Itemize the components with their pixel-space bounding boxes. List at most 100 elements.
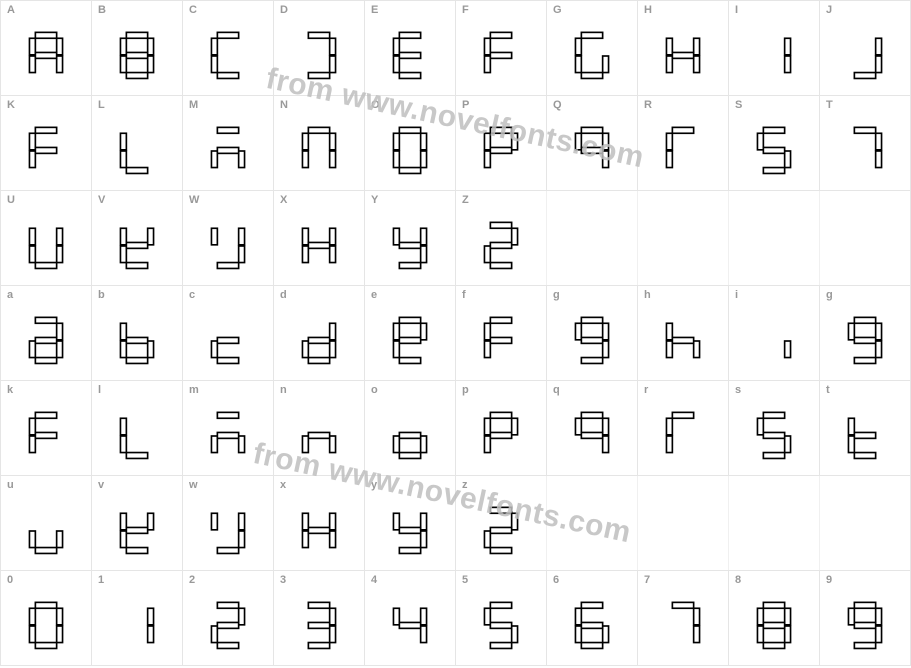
glyph xyxy=(7,20,85,91)
cell-label: h xyxy=(644,290,722,301)
cell-P: P xyxy=(455,96,546,190)
cell-label: i xyxy=(735,290,813,301)
glyph xyxy=(735,20,813,91)
cell-z: z xyxy=(455,476,546,570)
cell-0: 0 xyxy=(0,571,91,665)
glyph xyxy=(462,115,540,186)
cell-label: H xyxy=(644,5,722,16)
glyph xyxy=(371,400,449,471)
glyph xyxy=(826,20,904,91)
grid-row: KLMNOPQRST xyxy=(0,95,911,190)
glyph xyxy=(735,115,813,186)
cell-label: 0 xyxy=(7,575,85,586)
cell-U: U xyxy=(0,191,91,285)
cell-m: m xyxy=(182,381,273,475)
cell-B: B xyxy=(91,1,182,95)
glyph xyxy=(98,305,176,376)
cell-label: A xyxy=(7,5,85,16)
glyph xyxy=(371,20,449,91)
cell-empty xyxy=(728,191,819,285)
glyph xyxy=(98,495,176,566)
cell-empty xyxy=(546,476,637,570)
cell-7: 7 xyxy=(637,571,728,665)
glyph xyxy=(462,20,540,91)
cell-W: W xyxy=(182,191,273,285)
cell-S: S xyxy=(728,96,819,190)
cell-label: Z xyxy=(462,195,540,206)
cell-e: e xyxy=(364,286,455,380)
cell-label: 5 xyxy=(462,575,540,586)
grid-row: 0123456789 xyxy=(0,570,911,666)
cell-label: Y xyxy=(371,195,449,206)
glyph xyxy=(826,115,904,186)
cell-J: J xyxy=(819,1,911,95)
glyph xyxy=(826,400,904,471)
cell-label: z xyxy=(462,480,540,491)
cell-9: 9 xyxy=(819,571,911,665)
cell-t: t xyxy=(819,381,911,475)
glyph xyxy=(189,590,267,661)
cell-Y: Y xyxy=(364,191,455,285)
cell-label: M xyxy=(189,100,267,111)
glyph xyxy=(462,400,540,471)
cell-r: r xyxy=(637,381,728,475)
glyph xyxy=(553,20,631,91)
glyph xyxy=(189,400,267,471)
cell-empty xyxy=(637,476,728,570)
cell-q: q xyxy=(546,381,637,475)
glyph xyxy=(189,305,267,376)
glyph xyxy=(826,305,904,376)
glyph xyxy=(280,210,358,281)
glyph xyxy=(7,590,85,661)
cell-label: X xyxy=(280,195,358,206)
glyph xyxy=(371,495,449,566)
cell-label: U xyxy=(7,195,85,206)
cell-label: F xyxy=(462,5,540,16)
cell-V: V xyxy=(91,191,182,285)
cell-label: q xyxy=(553,385,631,396)
glyph xyxy=(735,305,813,376)
cell-u: u xyxy=(0,476,91,570)
glyph xyxy=(7,495,85,566)
cell-k: k xyxy=(0,381,91,475)
glyph xyxy=(280,115,358,186)
glyph xyxy=(98,115,176,186)
cell-E: E xyxy=(364,1,455,95)
glyph xyxy=(98,210,176,281)
glyph xyxy=(462,210,540,281)
cell-H: H xyxy=(637,1,728,95)
cell-D: D xyxy=(273,1,364,95)
grid-row: abcdefghig xyxy=(0,285,911,380)
glyph xyxy=(371,590,449,661)
cell-N: N xyxy=(273,96,364,190)
glyph xyxy=(735,400,813,471)
glyph xyxy=(189,495,267,566)
cell-x: x xyxy=(273,476,364,570)
cell-i: i xyxy=(728,286,819,380)
cell-label: R xyxy=(644,100,722,111)
cell-label: o xyxy=(371,385,449,396)
cell-p: p xyxy=(455,381,546,475)
glyph xyxy=(280,305,358,376)
glyph xyxy=(280,20,358,91)
cell-label: Q xyxy=(553,100,631,111)
glyph xyxy=(371,305,449,376)
cell-8: 8 xyxy=(728,571,819,665)
glyph xyxy=(7,115,85,186)
glyph xyxy=(189,115,267,186)
cell-label: s xyxy=(735,385,813,396)
glyph xyxy=(644,590,722,661)
glyph xyxy=(462,590,540,661)
cell-label: w xyxy=(189,480,267,491)
grid-row: UVWX Y Z xyxy=(0,190,911,285)
cell-o: o xyxy=(364,381,455,475)
cell-g: g xyxy=(819,286,911,380)
cell-3: 3 xyxy=(273,571,364,665)
cell-1: 1 xyxy=(91,571,182,665)
cell-label: a xyxy=(7,290,85,301)
cell-L: L xyxy=(91,96,182,190)
cell-label: u xyxy=(7,480,85,491)
cell-label: 9 xyxy=(826,575,904,586)
glyph xyxy=(553,400,631,471)
cell-label: 7 xyxy=(644,575,722,586)
